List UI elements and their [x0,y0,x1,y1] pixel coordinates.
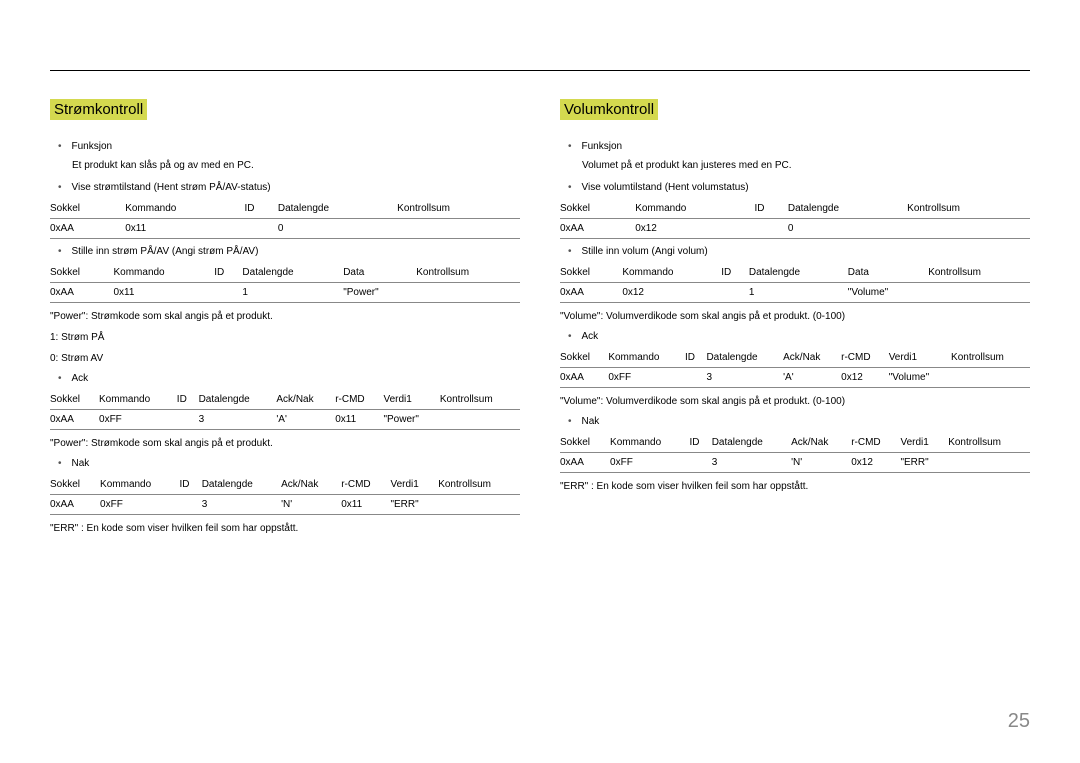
bullet-ack: Ack [568,330,1030,344]
table-row: SokkelKommandoIDDatalengdeAck/Nakr-CMDVe… [50,475,520,495]
note-volume: "Volume": Volumverdikode som skal angis … [560,309,1030,324]
table-4: SokkelKommandoIDDatalengdeAck/Nakr-CMDVe… [50,475,520,515]
two-column-layout: Strømkontroll Funksjon Et produkt kan sl… [50,99,1030,542]
table-2: SokkelKommandoIDDatalengdeDataKontrollsu… [50,263,520,303]
note-volume2: "Volume": Volumverdikode som skal angis … [560,394,1030,409]
bullet-stille: Stille inn strøm PÅ/AV (Angi strøm PÅ/AV… [58,245,520,259]
table-row: SokkelKommandoIDDatalengdeAck/Nakr-CMDVe… [560,348,1030,368]
page-number: 25 [1008,710,1030,733]
left-section-title: Strømkontroll [50,99,147,120]
table-3: SokkelKommandoIDDatalengdeAck/Nakr-CMDVe… [560,348,1030,388]
table-row: 0xAA0x110 [50,219,520,239]
table-1: SokkelKommandoIDDatalengdeKontrollsum 0x… [560,199,1030,239]
table-row: SokkelKommandoIDDatalengdeDataKontrollsu… [560,263,1030,283]
table-row: SokkelKommandoIDDatalengdeDataKontrollsu… [50,263,520,283]
table-row: SokkelKommandoIDDatalengdeAck/Nakr-CMDVe… [50,390,520,410]
bullet-vise: Vise volumtilstand (Hent volumstatus) [568,181,1030,195]
right-section-title: Volumkontroll [560,99,658,120]
bullet-stille: Stille inn volum (Angi volum) [568,245,1030,259]
table-row: 0xAA0x111"Power" [50,283,520,303]
table-row: 0xAA0xFF3'A'0x12"Volume" [560,368,1030,388]
right-column: Volumkontroll Funksjon Volumet på et pro… [560,99,1030,542]
bullet-funksjon: Funksjon [568,140,1030,154]
bullet-vise: Vise strømtilstand (Hent strøm PÅ/AV-sta… [58,181,520,195]
funksjon-desc: Volumet på et produkt kan justeres med e… [582,158,1030,173]
note-off: 0: Strøm AV [50,351,520,366]
note-err: "ERR" : En kode som viser hvilken feil s… [50,521,520,536]
top-divider [50,70,1030,71]
table-4: SokkelKommandoIDDatalengdeAck/Nakr-CMDVe… [560,433,1030,473]
table-row: 0xAA0xFF3'N'0x12"ERR" [560,453,1030,473]
note-power2: "Power": Strømkode som skal angis på et … [50,436,520,451]
table-row: 0xAA0xFF3'N'0x11"ERR" [50,495,520,515]
table-row: 0xAA0xFF3'A'0x11"Power" [50,410,520,430]
table-3: SokkelKommandoIDDatalengdeAck/Nakr-CMDVe… [50,390,520,430]
table-row: SokkelKommandoIDDatalengdeAck/Nakr-CMDVe… [560,433,1030,453]
bullet-nak: Nak [58,457,520,471]
funksjon-desc: Et produkt kan slås på og av med en PC. [72,158,520,173]
table-row: SokkelKommandoIDDatalengdeKontrollsum [50,199,520,219]
note-on: 1: Strøm PÅ [50,330,520,345]
table-row: 0xAA0x121"Volume" [560,283,1030,303]
bullet-nak: Nak [568,415,1030,429]
table-row: 0xAA0x120 [560,219,1030,239]
table-row: SokkelKommandoIDDatalengdeKontrollsum [560,199,1030,219]
note-power: "Power": Strømkode som skal angis på et … [50,309,520,324]
table-2: SokkelKommandoIDDatalengdeDataKontrollsu… [560,263,1030,303]
table-1: SokkelKommandoIDDatalengdeKontrollsum 0x… [50,199,520,239]
page-content: Strømkontroll Funksjon Et produkt kan sl… [0,0,1080,542]
bullet-funksjon: Funksjon [58,140,520,154]
note-err: "ERR" : En kode som viser hvilken feil s… [560,479,1030,494]
left-column: Strømkontroll Funksjon Et produkt kan sl… [50,99,520,542]
bullet-ack: Ack [58,372,520,386]
